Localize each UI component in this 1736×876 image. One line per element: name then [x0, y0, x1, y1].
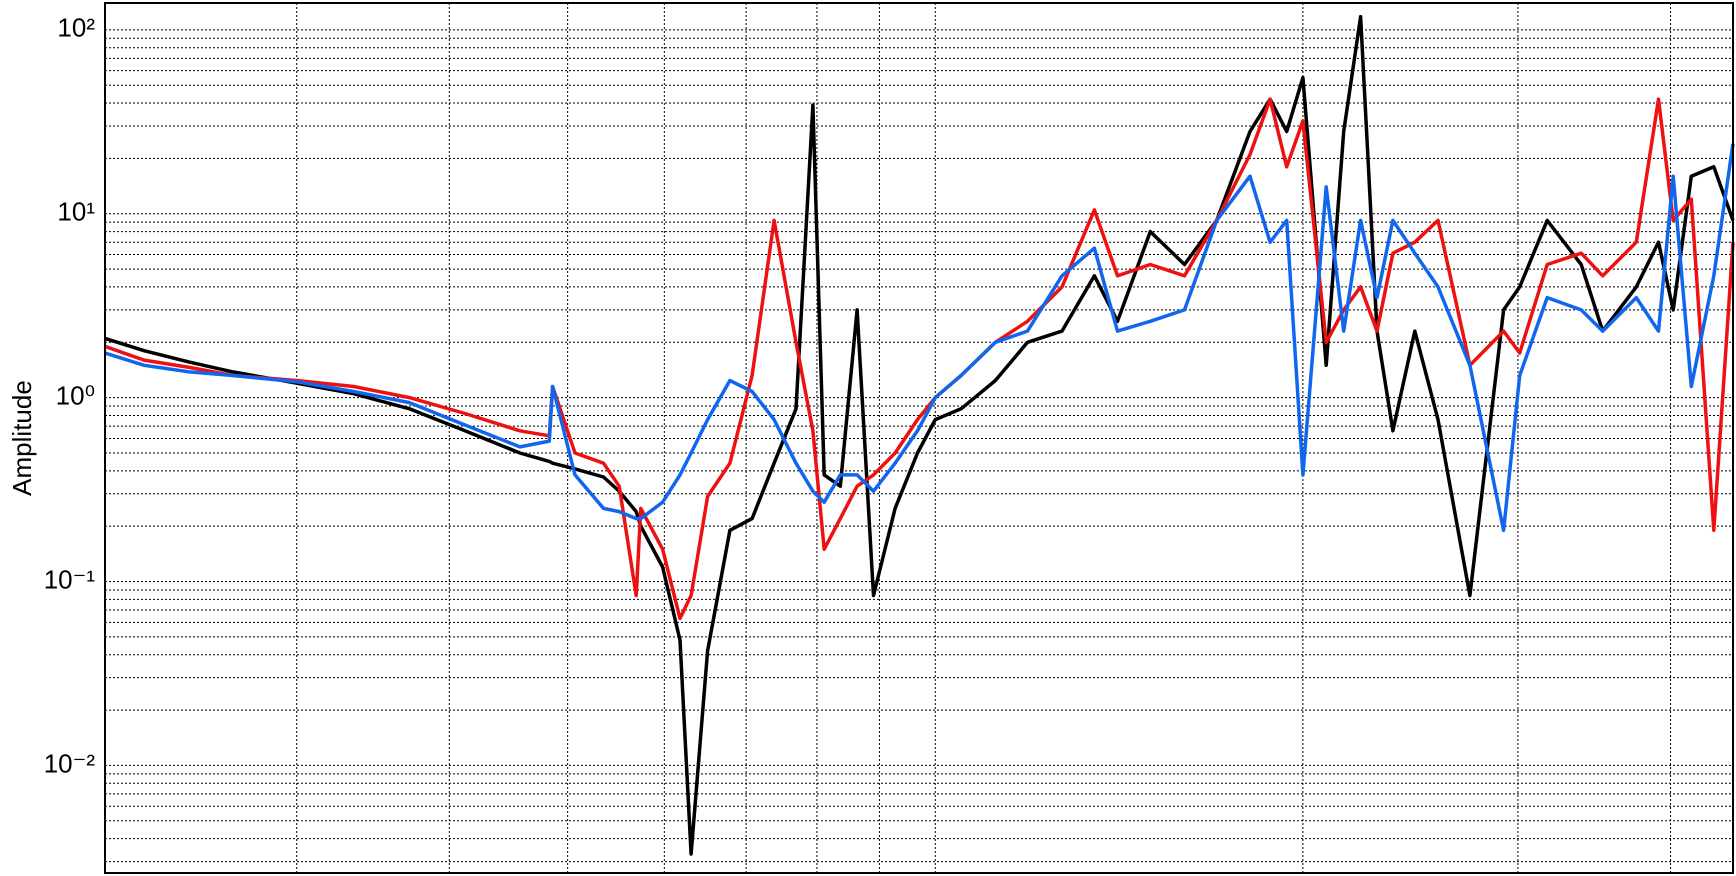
y-tick-label: 10⁻²: [44, 748, 96, 778]
y-axis-label: Amplitude: [7, 380, 37, 496]
y-tick-label: 10⁻¹: [44, 564, 96, 594]
y-tick-label: 10¹: [57, 197, 95, 227]
plot-frame: [104, 2, 1734, 874]
series-line: [104, 143, 1735, 533]
series-line: [104, 97, 1735, 621]
y-tick-label: 10²: [57, 13, 95, 43]
y-tick-label: 10⁰: [56, 381, 95, 411]
series-line: [104, 14, 1735, 856]
